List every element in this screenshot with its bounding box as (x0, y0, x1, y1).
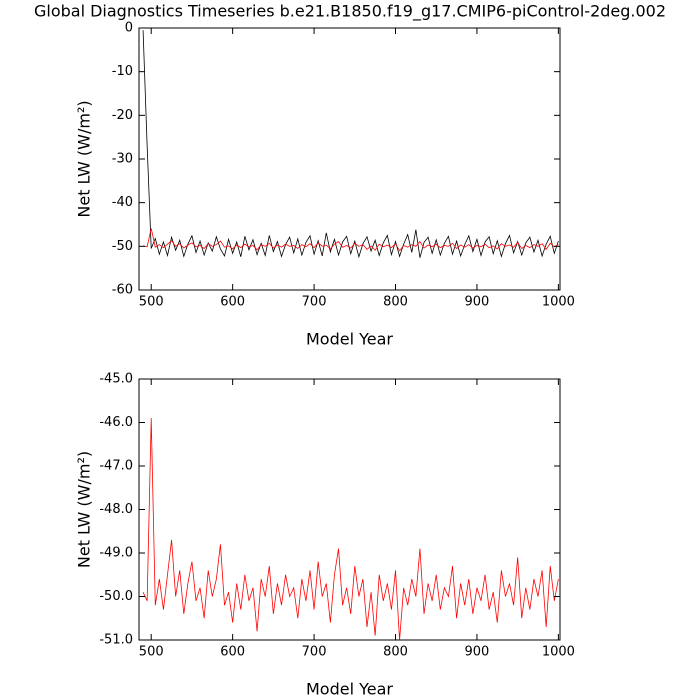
data-line (142, 228, 559, 252)
data-line (142, 30, 559, 259)
y-tick-label: -60 (112, 283, 133, 298)
y-tick-label: -45.0 (99, 372, 133, 387)
chart-title: Global Diagnostics Timeseries b.e21.B185… (34, 2, 666, 22)
y-tick-label: -20 (112, 108, 133, 123)
y-tick-label: -40 (112, 195, 133, 210)
y-tick-label: -10 (112, 64, 133, 79)
y-tick-label: -48.0 (99, 502, 133, 517)
y-axis-label: Net LW (W/m²) (75, 451, 94, 568)
y-tick-label: -49.0 (99, 546, 133, 561)
x-tick-label: 700 (302, 645, 327, 660)
x-tick-label: 500 (139, 645, 164, 660)
x-tick-label: 900 (465, 295, 490, 310)
y-tick-label: -30 (112, 152, 133, 167)
y-tick-label: -51.0 (99, 633, 133, 648)
x-tick-label: 600 (220, 645, 245, 660)
x-axis-label: Model Year (306, 680, 393, 699)
y-tick-label: -46.0 (99, 415, 133, 430)
x-axis-label: Model Year (306, 330, 393, 349)
x-tick-label: 800 (383, 295, 408, 310)
x-tick-label: 700 (302, 295, 327, 310)
x-tick-label: 800 (383, 645, 408, 660)
x-tick-label: 1000 (542, 295, 575, 310)
data-line (142, 418, 559, 640)
y-tick-label: -50.0 (99, 589, 133, 604)
y-tick-label: -50 (112, 239, 133, 254)
x-tick-label: 500 (139, 295, 164, 310)
y-tick-label: 0 (125, 21, 133, 36)
x-tick-label: 600 (220, 295, 245, 310)
x-tick-label: 900 (465, 645, 490, 660)
y-axis-label: Net LW (W/m²) (75, 100, 94, 217)
x-tick-label: 1000 (542, 645, 575, 660)
y-tick-label: -47.0 (99, 459, 133, 474)
